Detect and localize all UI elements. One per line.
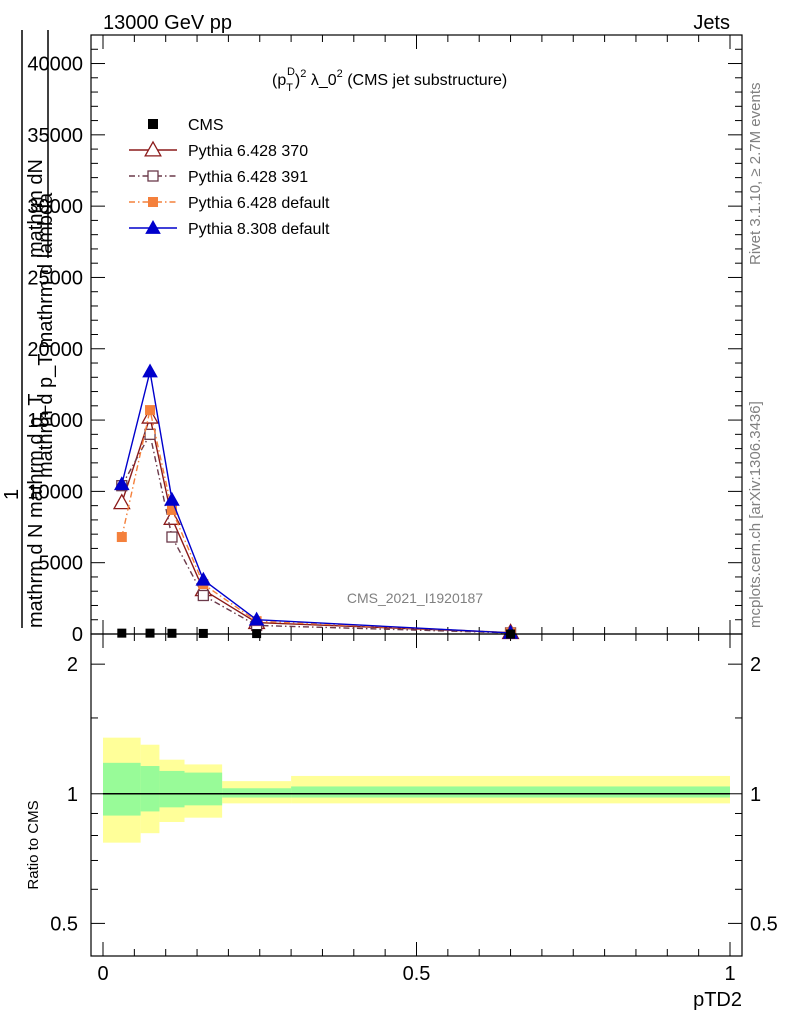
uncertainty-band-inner <box>291 786 730 798</box>
data-point <box>145 405 156 416</box>
uncertainty-band-inner <box>140 766 160 812</box>
y-tick-label: 10000 <box>27 481 83 503</box>
series-line <box>121 371 511 634</box>
y-tick-label: 25000 <box>27 267 83 289</box>
data-point <box>147 170 159 182</box>
data-point <box>148 119 158 129</box>
ylabel-line-1: mathrm dN <box>25 159 47 258</box>
y-tick-label: 40000 <box>27 54 83 76</box>
x-tick-label: 0 <box>97 963 108 985</box>
main-series <box>112 363 520 640</box>
ratio-bands <box>103 737 730 843</box>
data-point <box>148 197 158 207</box>
ratio-axis-ticks <box>91 634 742 956</box>
data-point <box>144 428 156 440</box>
uncertainty-band-inner <box>222 788 292 798</box>
main-axis-ticks <box>91 35 742 635</box>
data-point <box>195 571 212 586</box>
data-point <box>112 493 131 510</box>
main-title: (pTD)2 λ_02 (CMS jet substructure) <box>272 66 507 94</box>
legend-label: Pythia 6.428 default <box>188 195 330 212</box>
main-y-label: mathrm dN mathrm d p_T mathrm d lambda 1… <box>1 30 57 628</box>
header-left: 13000 GeV pp <box>103 12 232 34</box>
mcplots-label: mcplots.cern.ch [arXiv:1306.3436] <box>747 401 764 628</box>
ratio-y-tick-label-right: 1 <box>750 784 761 806</box>
x-axis-label: pTD2 <box>693 989 742 1011</box>
ratio-y-tick-label: 0.5 <box>50 913 78 935</box>
series-line <box>121 409 511 634</box>
uncertainty-band-inner <box>159 770 185 808</box>
main-tick-labels: 0 5000 10000 15000 20000 25000 30000 35000 40000 <box>27 54 83 646</box>
x-tick-label: 1 <box>724 963 735 985</box>
data-point <box>145 628 155 638</box>
uncertainty-band-inner <box>184 772 223 806</box>
header-right: Jets <box>693 12 730 34</box>
data-point <box>144 140 162 157</box>
data-point <box>167 628 177 638</box>
data-point <box>248 611 265 626</box>
data-point <box>166 531 178 543</box>
ratio-y-tick-label: 1 <box>67 784 78 806</box>
data-point <box>116 532 127 543</box>
uncertainty-band-inner <box>103 762 141 816</box>
ratio-y-tick-label-right: 2 <box>750 654 761 676</box>
ratio-tick-labels: 0.5 0.5 1 1 2 2 0 0.5 1 <box>50 654 778 985</box>
series-line <box>121 432 511 634</box>
watermark: CMS_2021_I1920187 <box>347 590 483 606</box>
legend-label: Pythia 8.308 default <box>188 221 330 238</box>
y-tick-label: 0 <box>72 624 83 646</box>
legend-label: Pythia 6.428 370 <box>188 143 308 160</box>
y-tick-label: 5000 <box>39 553 84 575</box>
data-point <box>166 504 177 515</box>
ratio-y-tick-label: 2 <box>67 654 78 676</box>
data-point <box>164 491 180 506</box>
ylabel-line-2: mathrm d p_T mathrm d lambda <box>35 192 57 478</box>
data-point <box>117 628 127 638</box>
main-panel: 0 5000 10000 15000 20000 25000 30000 35000 40000… <box>1 30 743 646</box>
data-point <box>114 476 130 491</box>
ratio-y-tick-label-right: 0.5 <box>750 913 778 935</box>
x-tick-label: 0.5 <box>403 963 431 985</box>
y-tick-label: 15000 <box>27 410 83 432</box>
y-tick-label: 35000 <box>27 125 83 147</box>
ylabel-line-4: mathrm d N mathrm d p_T <box>25 393 47 628</box>
data-point <box>145 219 161 234</box>
ylabel-line-3: 1 <box>1 489 23 500</box>
legend-label: CMS <box>188 117 224 134</box>
ratio-frame <box>90 633 743 957</box>
legend: CMS Pythia 6.428 370 Pythia 6.428 391 Pythi… <box>129 117 330 238</box>
rivet-label: Rivet 3.1.10, ≥ 2.7M events <box>747 83 764 266</box>
data-point <box>141 407 159 424</box>
ratio-y-label: Ratio to CMS <box>25 800 42 889</box>
ratio-panel: 0.5 0.5 1 1 2 2 0 0.5 1 Ratio to CMS pTD2 <box>25 633 778 1011</box>
y-tick-label: 30000 <box>27 196 83 218</box>
data-point <box>197 589 209 602</box>
data-point <box>142 363 158 378</box>
y-tick-label: 20000 <box>27 339 83 361</box>
legend-label: Pythia 6.428 391 <box>188 169 308 186</box>
